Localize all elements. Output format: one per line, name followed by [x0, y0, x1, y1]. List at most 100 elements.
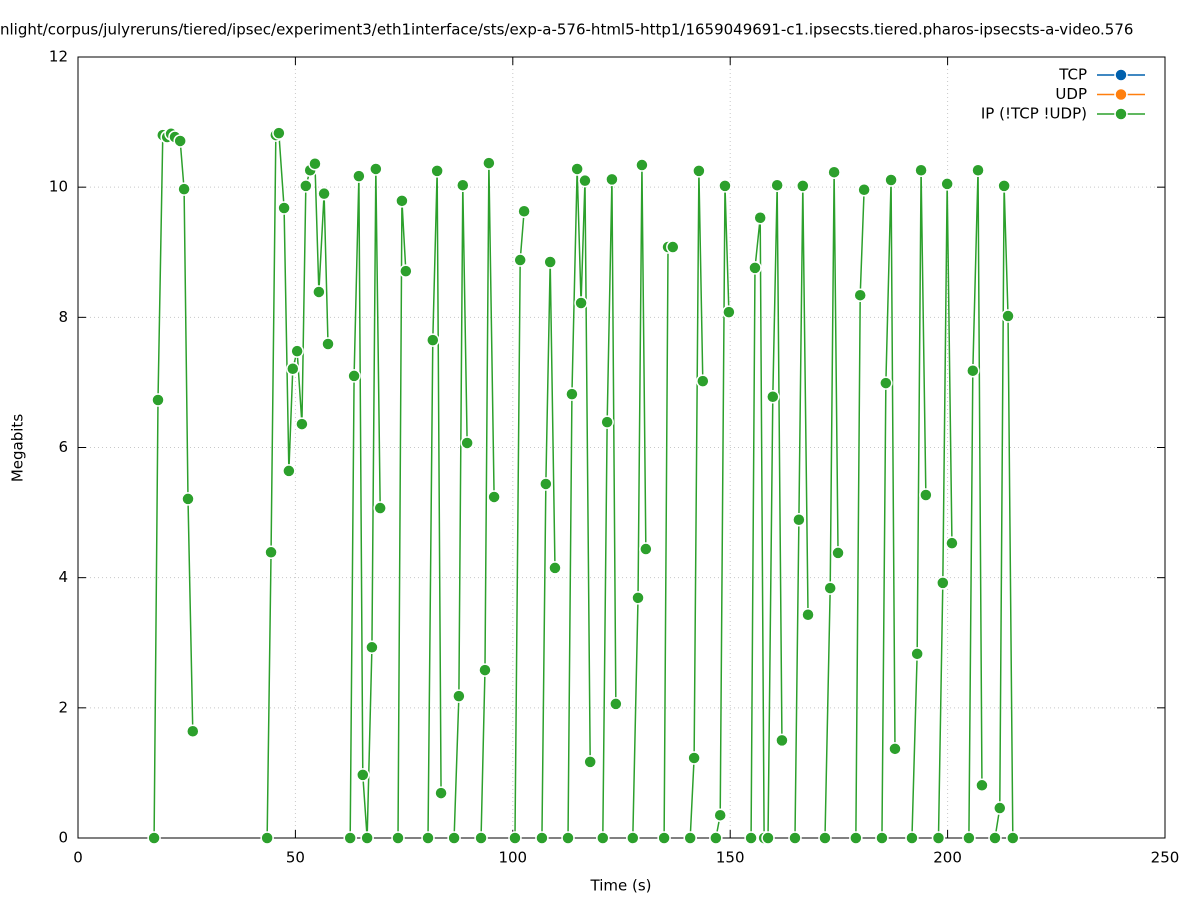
series-line	[663, 246, 673, 839]
series-line	[541, 261, 556, 839]
point	[639, 542, 653, 556]
point	[548, 561, 562, 575]
point	[430, 164, 444, 178]
point	[879, 376, 893, 390]
legend-label: IP (!TCP !UDP)	[981, 105, 1087, 123]
point	[487, 490, 501, 504]
point	[151, 393, 165, 407]
x-tick-label: 50	[286, 849, 305, 867]
point	[317, 186, 331, 201]
point	[975, 778, 989, 793]
point	[286, 361, 300, 376]
point	[905, 831, 919, 845]
point	[748, 261, 762, 275]
point	[831, 546, 845, 560]
point	[626, 831, 640, 845]
point	[657, 831, 671, 845]
x-tick-label: 0	[73, 849, 83, 867]
series-line	[824, 172, 839, 839]
point	[910, 647, 924, 661]
point	[940, 177, 954, 191]
point	[666, 240, 680, 254]
series-line	[567, 168, 591, 839]
x-tick-label: 200	[933, 849, 962, 867]
point	[583, 755, 597, 769]
series-line	[794, 185, 809, 839]
point	[277, 201, 291, 215]
point	[177, 182, 191, 196]
point	[823, 581, 837, 595]
plot-frame	[77, 56, 1166, 839]
point	[578, 173, 592, 188]
chart-title: nlight/corpus/julyreruns/tiered/ipsec/ex…	[0, 21, 1133, 39]
point	[539, 477, 553, 491]
point	[818, 831, 832, 845]
point	[687, 751, 701, 765]
point	[988, 831, 1002, 845]
point	[857, 183, 871, 197]
point	[605, 172, 619, 187]
point	[692, 164, 706, 178]
point	[395, 194, 409, 208]
point	[260, 831, 274, 845]
series-line	[911, 170, 927, 839]
point	[596, 831, 610, 845]
point	[914, 163, 928, 177]
point	[474, 831, 488, 845]
point	[801, 608, 815, 622]
point	[945, 536, 959, 550]
point	[513, 253, 527, 267]
point	[631, 591, 645, 605]
point	[321, 337, 335, 351]
point	[709, 831, 723, 845]
y-tick-label: 6	[58, 438, 68, 456]
point	[308, 156, 322, 171]
point	[456, 178, 470, 192]
point	[761, 831, 775, 845]
point	[696, 374, 710, 388]
y-tick-label: 4	[58, 568, 68, 586]
point	[1001, 309, 1015, 323]
point	[299, 179, 313, 193]
series-line	[855, 189, 865, 839]
point	[508, 831, 522, 845]
point	[478, 663, 492, 677]
point	[713, 808, 727, 822]
point	[966, 363, 980, 378]
series-line	[968, 170, 983, 839]
legend-marker	[1114, 107, 1128, 121]
point	[770, 178, 784, 192]
series-line	[514, 211, 525, 839]
legend-marker	[1114, 68, 1128, 82]
point	[766, 389, 780, 404]
legend-label: TCP	[1058, 66, 1087, 84]
point	[993, 801, 1007, 815]
point	[347, 369, 361, 383]
point	[543, 255, 557, 269]
point	[460, 436, 474, 450]
point	[971, 163, 985, 177]
point	[931, 831, 946, 845]
point	[788, 831, 802, 845]
point	[356, 768, 370, 782]
point	[1006, 831, 1020, 845]
point	[399, 264, 413, 278]
y-tick-label: 12	[49, 48, 68, 66]
series-line	[349, 168, 381, 839]
point	[360, 831, 374, 845]
point	[173, 134, 187, 148]
series-line	[427, 170, 442, 839]
point	[722, 305, 736, 319]
point	[264, 545, 278, 560]
point	[609, 697, 623, 711]
point	[312, 285, 326, 299]
point	[186, 724, 200, 739]
point	[849, 831, 863, 845]
point	[875, 831, 889, 845]
point	[365, 640, 379, 655]
series-line	[994, 185, 1014, 839]
point	[853, 288, 867, 302]
y-tick-label: 0	[58, 829, 68, 847]
legend-marker	[1114, 87, 1128, 102]
